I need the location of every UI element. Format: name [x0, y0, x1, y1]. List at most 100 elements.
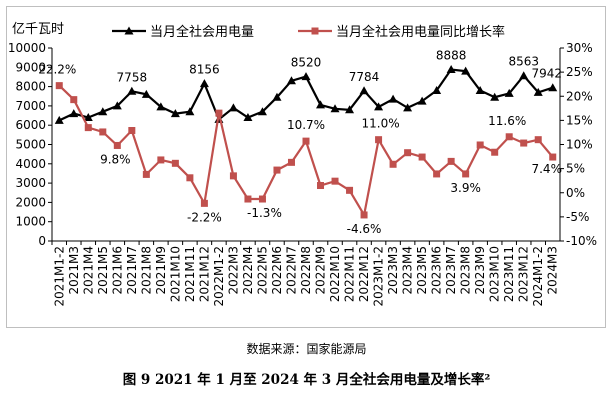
growth-rate-point — [229, 172, 237, 180]
data-label: 10.7% — [287, 118, 325, 132]
data-label: 8563 — [508, 55, 539, 69]
growth-rate-point — [476, 141, 484, 149]
x-tick-label: 2023M1-2 — [372, 246, 386, 307]
x-tick-label: 2021M7 — [125, 246, 139, 295]
x-tick-label: 2023M11 — [502, 246, 516, 302]
data-label: -1.3% — [247, 206, 282, 220]
electricity-point — [199, 79, 209, 88]
growth-rate-point — [317, 182, 325, 190]
x-tick-label: 2021M11 — [183, 246, 197, 302]
right-tick-label: 30% — [566, 41, 593, 55]
growth-rate-point — [244, 195, 252, 203]
right-tick-label: -10% — [566, 234, 597, 248]
left-tick-label: 9000 — [15, 60, 46, 74]
data-label: 7942 — [531, 67, 562, 81]
electricity-point — [475, 85, 485, 94]
growth-rate-point — [375, 136, 383, 144]
growth-rate-point — [404, 149, 412, 157]
right-tick-label: 5% — [566, 162, 585, 176]
electricity-point — [417, 96, 427, 105]
x-tick-label: 2022M10 — [328, 246, 342, 302]
growth-rate-point — [273, 166, 281, 174]
x-tick-label: 2021M10 — [168, 246, 182, 302]
data-label: 3.9% — [450, 181, 481, 195]
x-tick-label: 2024M1-2 — [531, 246, 545, 307]
data-label: 7.4% — [531, 162, 562, 176]
x-tick-label: 2022M5 — [255, 246, 269, 295]
data-label: 22.2% — [38, 63, 76, 77]
data-label: -4.6% — [347, 222, 382, 236]
data-label: 7784 — [349, 70, 380, 84]
x-tick-label: 2021M4 — [81, 246, 95, 295]
growth-rate-point — [70, 96, 78, 104]
x-tick-label: 2023M6 — [430, 246, 444, 295]
data-label: 7758 — [117, 70, 148, 84]
growth-rate-point — [505, 133, 513, 141]
legend: 当月全社会用电量 当月全社会用电量同比增长率 — [112, 24, 505, 40]
electricity-point — [432, 85, 442, 94]
left-tick-label: 10000 — [8, 41, 46, 55]
right-tick-label: 10% — [566, 138, 593, 152]
x-tick-label: 2022M1-2 — [212, 246, 226, 306]
electricity-point — [185, 107, 195, 116]
electricity-point — [243, 112, 253, 121]
electricity-point — [98, 107, 108, 116]
growth-rate-point — [389, 160, 397, 168]
data-label: 11.0% — [362, 117, 400, 131]
x-tick-label: 2021M3 — [67, 246, 81, 295]
growth-rate-point — [55, 82, 63, 90]
electricity-point — [548, 83, 558, 92]
electricity-point — [519, 71, 529, 80]
growth-rate-point — [258, 195, 266, 203]
data-label: -2.2% — [187, 210, 222, 224]
x-tick-label: 2022M8 — [299, 246, 313, 295]
electricity-point — [316, 100, 326, 109]
growth-rate-point — [200, 199, 208, 207]
growth-rate-point — [157, 156, 165, 164]
data-label: 9.8% — [100, 152, 131, 166]
electricity-point — [69, 109, 79, 118]
data-label: 8156 — [189, 63, 220, 77]
x-tick-label: 2022M4 — [241, 246, 255, 295]
legend-label-1: 当月全社会用电量同比增长率 — [336, 24, 505, 40]
left-tick-label: 4000 — [15, 157, 46, 171]
left-tick-label: 1000 — [15, 215, 46, 229]
electricity-point — [257, 107, 267, 116]
growth-rate-point — [84, 124, 92, 132]
growth-rate-point — [331, 177, 339, 185]
data-label: 8520 — [291, 56, 322, 70]
growth-rate-point — [360, 211, 368, 219]
x-tick-label: 2021M9 — [154, 246, 168, 295]
right-tick-label: 0% — [566, 186, 585, 200]
electricity-point — [301, 72, 311, 81]
x-tick-label: 2023M4 — [401, 246, 415, 295]
right-tick-label: 20% — [566, 89, 593, 103]
electricity-point — [359, 86, 369, 95]
growth-rate-point — [418, 153, 426, 161]
x-tick-label: 2022M3 — [226, 246, 240, 295]
axes: 0 1000 2000 3000 4000 5000 6000 7000 8000 9000 100… — [8, 41, 597, 307]
electricity-point — [533, 87, 543, 96]
left-tick-label: 2000 — [15, 195, 46, 209]
x-tick-label: 2021M8 — [139, 246, 153, 295]
chart-frame — [6, 6, 606, 328]
left-tick-label: 0 — [38, 234, 46, 248]
growth-rate-point — [534, 136, 542, 144]
line-chart: 亿千瓦时 当月全社会用电量 当月全社会用电量同比增长率 0 1000 2000 3000… — [8, 22, 597, 307]
electricity-point — [374, 102, 384, 111]
left-tick-label: 3000 — [15, 176, 46, 190]
growth-rate-point — [287, 158, 295, 166]
growth-rate-point — [171, 159, 179, 167]
x-tick-label: 2021M1-2 — [52, 246, 66, 307]
electricity-point — [403, 103, 413, 112]
left-tick-label: 5000 — [15, 138, 46, 152]
electricity-point — [228, 103, 238, 112]
electricity-point — [504, 88, 514, 97]
growth-rate-point — [549, 153, 557, 161]
x-tick-label: 2021M6 — [110, 246, 124, 295]
x-tick-label: 2021M12 — [197, 246, 211, 302]
x-tick-label: 2023M3 — [386, 246, 400, 295]
electricity-point — [83, 112, 93, 121]
growth-rate-point — [447, 157, 455, 165]
legend-label-0: 当月全社会用电量 — [150, 24, 254, 40]
